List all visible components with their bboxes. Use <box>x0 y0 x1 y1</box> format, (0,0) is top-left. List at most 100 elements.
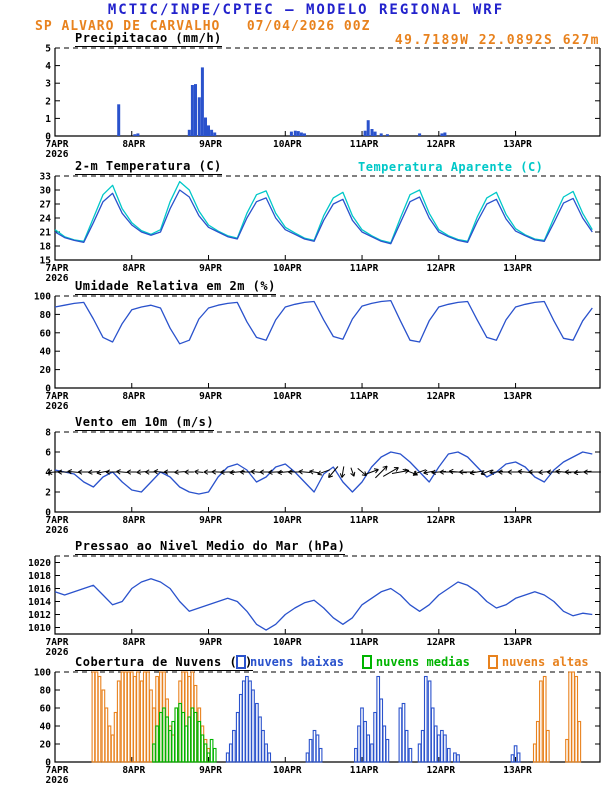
svg-text:12APR: 12APR <box>426 515 455 526</box>
page-title: MCTIC/INPE/CPTEC — MODELO REGIONAL WRF <box>107 2 505 18</box>
panel-title-umidade: Umidade Relativa em 2m (%) <box>75 279 276 295</box>
svg-text:2026: 2026 <box>46 401 69 412</box>
svg-text:100: 100 <box>34 292 51 303</box>
svg-text:8APR: 8APR <box>122 391 145 402</box>
svg-text:11APR: 11APR <box>350 139 379 150</box>
svg-text:100: 100 <box>34 668 51 679</box>
svg-text:80: 80 <box>40 686 52 697</box>
svg-text:60: 60 <box>40 328 52 339</box>
svg-text:9APR: 9APR <box>199 515 222 526</box>
panel-title-temperatura: 2-m Temperatura (C) <box>75 159 222 175</box>
svg-text:9APR: 9APR <box>199 391 222 402</box>
svg-text:2026: 2026 <box>46 647 69 658</box>
svg-text:11APR: 11APR <box>350 391 379 402</box>
legend-temperatura-aparente: Temperatura Aparente (C) <box>358 160 544 174</box>
svg-text:13APR: 13APR <box>503 391 532 402</box>
svg-text:10APR: 10APR <box>273 637 302 648</box>
svg-text:1018: 1018 <box>28 571 51 582</box>
nuvens-medias-swatch <box>361 655 372 669</box>
svg-text:1012: 1012 <box>28 610 51 621</box>
svg-text:10APR: 10APR <box>273 263 302 274</box>
nuvens-altas-label: nuvens altas <box>501 655 589 669</box>
nuvens-medias-label: nuvens medias <box>375 655 470 669</box>
svg-text:12APR: 12APR <box>426 263 455 274</box>
svg-text:7APR: 7APR <box>46 391 69 402</box>
svg-text:4: 4 <box>45 61 51 72</box>
svg-text:7APR: 7APR <box>46 765 69 776</box>
svg-text:10APR: 10APR <box>273 139 302 150</box>
svg-text:33: 33 <box>40 172 52 183</box>
svg-text:5: 5 <box>45 44 51 55</box>
svg-text:80: 80 <box>40 310 52 321</box>
panel-title-precipitacao: Precipitacao (mm/h) <box>75 31 222 47</box>
svg-text:0: 0 <box>45 758 51 769</box>
svg-text:13APR: 13APR <box>503 263 532 274</box>
svg-text:30: 30 <box>40 186 52 197</box>
svg-text:0: 0 <box>45 508 51 519</box>
svg-text:13APR: 13APR <box>503 139 532 150</box>
svg-text:8: 8 <box>45 428 51 439</box>
svg-text:15: 15 <box>40 256 52 267</box>
svg-text:12APR: 12APR <box>426 391 455 402</box>
svg-text:11APR: 11APR <box>350 515 379 526</box>
svg-text:60: 60 <box>40 704 52 715</box>
svg-text:7APR: 7APR <box>46 139 69 150</box>
svg-text:9APR: 9APR <box>199 637 222 648</box>
svg-text:13APR: 13APR <box>503 515 532 526</box>
svg-text:2: 2 <box>45 488 51 499</box>
svg-text:9APR: 9APR <box>199 263 222 274</box>
nuvens-baixas-swatch <box>236 655 246 669</box>
svg-text:12APR: 12APR <box>426 637 455 648</box>
legend-item-nuvens-medias: nuvens medias <box>361 655 470 669</box>
svg-text:13APR: 13APR <box>503 765 532 776</box>
svg-text:13APR: 13APR <box>503 637 532 648</box>
cloud-legend: nuvens baixas nuvens medias nuvens altas <box>236 655 589 669</box>
svg-text:9APR: 9APR <box>199 139 222 150</box>
svg-text:1: 1 <box>45 114 51 125</box>
panel-title-nuvens: Cobertura de Nuvens (%) <box>75 655 253 671</box>
nuvens-altas-swatch <box>487 655 498 669</box>
svg-text:8APR: 8APR <box>122 765 145 776</box>
svg-text:12APR: 12APR <box>426 139 455 150</box>
panel-title-vento: Vento em 10m (m/s) <box>75 415 215 431</box>
svg-text:11APR: 11APR <box>350 765 379 776</box>
svg-text:2026: 2026 <box>46 149 69 160</box>
svg-text:7APR: 7APR <box>46 515 69 526</box>
svg-text:8APR: 8APR <box>122 515 145 526</box>
station-and-run-label: SP ALVARO DE CARVALHO 07/04/2026 00Z <box>35 19 371 34</box>
panel-title-pressao: Pressao ao Nivel Medio do Mar (hPa) <box>75 539 346 555</box>
svg-text:12APR: 12APR <box>426 765 455 776</box>
svg-text:3: 3 <box>45 79 51 90</box>
svg-text:11APR: 11APR <box>350 637 379 648</box>
svg-text:1010: 1010 <box>28 623 51 634</box>
svg-text:10APR: 10APR <box>273 515 302 526</box>
svg-text:7APR: 7APR <box>46 637 69 648</box>
svg-text:2026: 2026 <box>46 273 69 284</box>
svg-text:10APR: 10APR <box>273 391 302 402</box>
svg-text:2026: 2026 <box>46 525 69 536</box>
svg-text:9APR: 9APR <box>199 765 222 776</box>
legend-item-nuvens-altas: nuvens altas <box>487 655 589 669</box>
svg-text:1016: 1016 <box>28 584 51 595</box>
svg-text:8APR: 8APR <box>122 637 145 648</box>
nuvens-baixas-label: nuvens baixas <box>250 655 344 669</box>
svg-text:20: 20 <box>40 365 52 376</box>
svg-text:6: 6 <box>45 448 51 459</box>
station-coordinates: 49.7189W 22.0892S 627m <box>394 33 600 48</box>
svg-text:8APR: 8APR <box>122 263 145 274</box>
svg-text:18: 18 <box>40 242 52 253</box>
svg-text:24: 24 <box>40 214 52 225</box>
svg-text:21: 21 <box>40 228 52 239</box>
legend-item-nuvens-baixas: nuvens baixas <box>236 655 344 669</box>
svg-text:40: 40 <box>40 347 52 358</box>
svg-text:1014: 1014 <box>28 597 51 608</box>
svg-text:11APR: 11APR <box>350 263 379 274</box>
svg-text:2: 2 <box>45 96 51 107</box>
svg-text:0: 0 <box>45 132 51 143</box>
svg-text:27: 27 <box>40 200 51 211</box>
svg-text:20: 20 <box>40 740 52 751</box>
svg-text:8APR: 8APR <box>122 139 145 150</box>
svg-text:1020: 1020 <box>28 558 51 569</box>
